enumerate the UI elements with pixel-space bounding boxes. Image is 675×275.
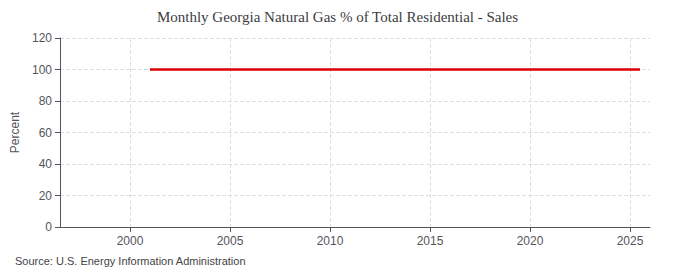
svg-text:0: 0 — [45, 220, 52, 234]
svg-text:2015: 2015 — [417, 234, 444, 248]
svg-text:100: 100 — [32, 63, 52, 77]
svg-text:20: 20 — [39, 189, 53, 203]
svg-text:2025: 2025 — [617, 234, 644, 248]
svg-text:2010: 2010 — [317, 234, 344, 248]
svg-text:80: 80 — [39, 94, 53, 108]
svg-text:120: 120 — [32, 31, 52, 45]
svg-text:2020: 2020 — [517, 234, 544, 248]
svg-text:40: 40 — [39, 157, 53, 171]
svg-text:2005: 2005 — [217, 234, 244, 248]
svg-text:Percent: Percent — [8, 111, 22, 153]
svg-text:Source: U.S. Energy Informatio: Source: U.S. Energy Information Administ… — [15, 255, 246, 267]
svg-text:2000: 2000 — [117, 234, 144, 248]
svg-text:60: 60 — [39, 126, 53, 140]
svg-text:Monthly Georgia Natural Gas %: Monthly Georgia Natural Gas % of Total R… — [157, 9, 518, 25]
